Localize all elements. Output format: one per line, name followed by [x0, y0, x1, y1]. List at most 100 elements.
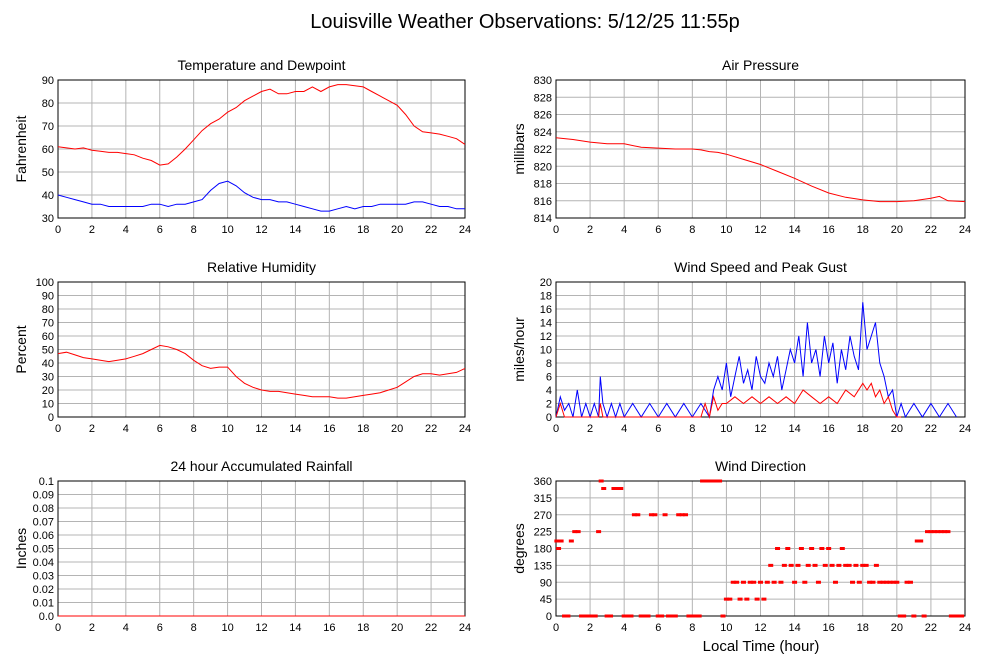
x-tick-label: 6: [655, 423, 661, 435]
y-tick-label: 20: [540, 277, 552, 289]
data-point: [601, 487, 607, 490]
data-point: [860, 563, 866, 567]
data-point: [648, 513, 654, 517]
data-point: [635, 513, 641, 517]
plot-frame-wind: [555, 281, 966, 418]
x-tick-label: 18: [857, 224, 869, 236]
x-tick-label: 6: [655, 622, 661, 634]
x-tick-label: 6: [157, 224, 163, 236]
y-tick-label: 0.0: [39, 611, 54, 623]
data-point: [604, 614, 610, 618]
y-tick-label: 830: [534, 75, 552, 87]
data-point: [562, 614, 568, 618]
data-point: [846, 563, 852, 567]
y-tick-label: 50: [42, 167, 54, 179]
y-tick-label: 0.06: [33, 530, 54, 542]
y-tick-label: 0.07: [33, 517, 54, 529]
data-point: [713, 479, 719, 483]
x-tick-label: 20: [891, 622, 903, 634]
data-point: [819, 547, 825, 550]
chart-title-direction: Wind Direction: [715, 458, 806, 474]
plot-frame-temp: [57, 79, 466, 219]
data-point: [911, 614, 917, 618]
data-point: [655, 614, 661, 618]
data-point: [778, 580, 784, 584]
data-point: [798, 547, 804, 550]
data-point: [839, 547, 845, 550]
x-tick-label: 18: [357, 622, 369, 634]
x-tick-label: 10: [221, 224, 233, 236]
data-point: [853, 563, 859, 567]
x-tick-label: 6: [655, 224, 661, 236]
y-tick-label: 0.09: [33, 490, 54, 502]
x-tick-label: 12: [255, 423, 267, 435]
y-tick-label: 0.02: [33, 584, 54, 596]
y-tick-label: 6: [546, 372, 552, 384]
data-point: [894, 580, 900, 584]
data-point: [850, 580, 856, 584]
x-tick-label: 24: [959, 224, 971, 236]
data-point: [792, 580, 798, 584]
data-point: [740, 580, 746, 584]
data-point: [751, 580, 757, 584]
data-point: [764, 580, 770, 584]
x-tick-label: 20: [891, 224, 903, 236]
data-point: [737, 597, 743, 601]
data-point: [826, 547, 832, 550]
data-point: [901, 614, 907, 618]
y-tick-label: 0: [546, 611, 552, 623]
x-tick-label: 18: [857, 423, 869, 435]
y-tick-label: 270: [534, 510, 552, 522]
x-tick-label: 22: [925, 622, 937, 634]
y-tick-label: 30: [42, 213, 54, 225]
y-tick-label: 30: [42, 372, 54, 384]
data-point: [720, 614, 726, 618]
x-tick-label: 6: [157, 423, 163, 435]
data-point: [928, 530, 934, 534]
x-tick-label: 12: [255, 622, 267, 634]
y-axis-label-temp: Fahrenheit: [13, 115, 29, 182]
x-tick-label: 20: [391, 622, 403, 634]
data-point: [662, 513, 668, 517]
data-point: [761, 597, 767, 601]
x-tick-label: 14: [788, 423, 800, 435]
x-tick-label: 12: [754, 423, 766, 435]
y-tick-label: 70: [42, 318, 54, 330]
x-tick-label: 4: [621, 423, 627, 435]
y-tick-label: 816: [534, 196, 552, 208]
series-line-pressure-0: [555, 137, 966, 203]
y-tick-label: 225: [534, 527, 552, 539]
data-point: [582, 614, 588, 618]
y-tick-label: 822: [534, 144, 552, 156]
x-tick-label: 0: [553, 622, 559, 634]
x-tick-label: 8: [689, 622, 695, 634]
plot-frame-humidity: [57, 281, 466, 418]
data-point: [744, 597, 750, 601]
data-point: [775, 547, 781, 550]
x-tick-label: 2: [587, 423, 593, 435]
y-tick-label: 2: [546, 399, 552, 411]
y-tick-label: 0.05: [33, 544, 54, 556]
data-point: [558, 539, 564, 543]
series-line-wind-1: [555, 382, 902, 419]
x-tick-label: 18: [357, 224, 369, 236]
data-point: [723, 597, 729, 601]
data-point: [843, 563, 849, 567]
data-point: [710, 479, 716, 483]
x-tick-label: 22: [925, 423, 937, 435]
x-tick-label: 2: [89, 423, 95, 435]
x-tick-label: 16: [823, 622, 835, 634]
x-tick-label: 6: [157, 622, 163, 634]
x-tick-label: 2: [587, 224, 593, 236]
y-tick-label: 0.08: [33, 503, 54, 515]
data-point: [730, 580, 736, 584]
x-tick-label: 18: [357, 423, 369, 435]
data-point: [890, 580, 896, 584]
y-tick-label: 820: [534, 161, 552, 173]
data-point: [829, 563, 835, 567]
y-tick-label: 90: [42, 291, 54, 303]
chart-title-temp: Temperature and Dewpoint: [177, 57, 345, 73]
data-point: [645, 614, 651, 618]
x-tick-label: 16: [823, 423, 835, 435]
